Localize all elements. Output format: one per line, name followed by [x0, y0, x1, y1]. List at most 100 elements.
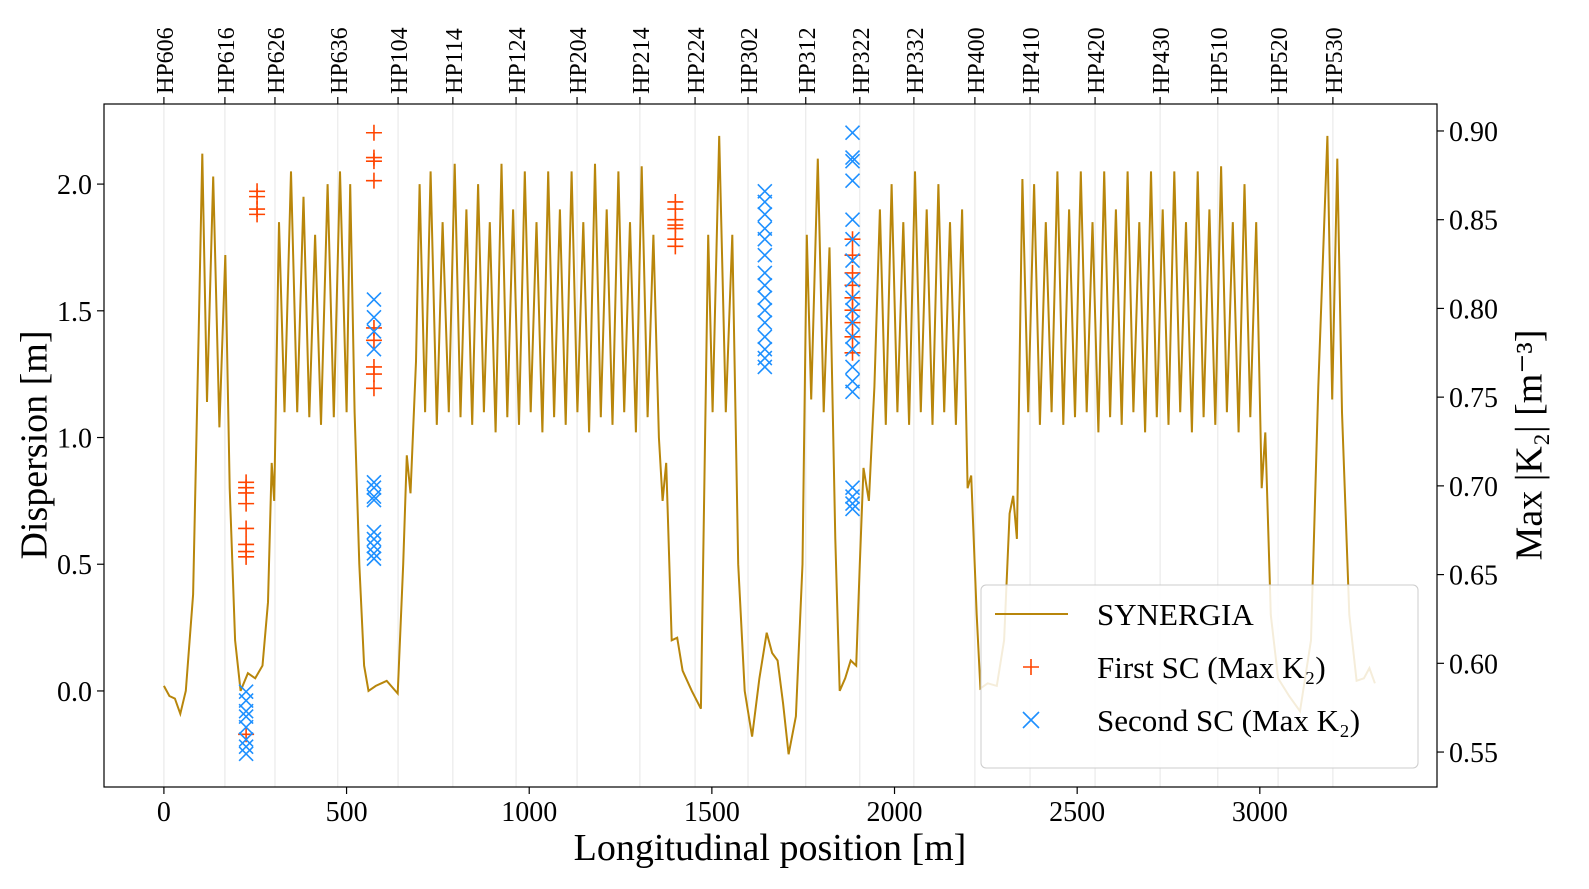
- data-point: [667, 238, 684, 255]
- y2-tick-label: 0.70: [1449, 472, 1498, 503]
- data-point: [238, 719, 254, 735]
- data-point: [844, 153, 861, 169]
- data-point: [366, 488, 382, 505]
- data-point: [757, 302, 773, 318]
- data-point: [238, 693, 254, 709]
- x2-tick-label: HP626: [264, 27, 290, 94]
- x-tick-label: 1500: [684, 797, 740, 828]
- legend-label: Second SC (Max K₂): [1097, 703, 1360, 738]
- y2-tick-label: 0.75: [1449, 383, 1498, 414]
- x2-tick-label: HP104: [387, 27, 413, 94]
- data-point: [366, 531, 382, 547]
- data-point: [844, 359, 861, 375]
- data-point: [366, 524, 382, 540]
- data-point: [844, 373, 861, 389]
- data-point: [844, 384, 861, 400]
- legend-swatch: [1022, 711, 1040, 729]
- x-tick-label: 3000: [1232, 797, 1288, 828]
- data-point: [366, 492, 382, 508]
- data-point: [238, 520, 255, 537]
- data-point: [249, 206, 266, 223]
- y-tick-label: 1.0: [57, 424, 92, 455]
- x2-tick-label: HP616: [214, 27, 240, 94]
- data-point: [365, 153, 382, 170]
- x2-tick-label: HP636: [327, 27, 353, 94]
- x2-tick-label: HP520: [1267, 27, 1293, 94]
- y2-tick-label: 0.80: [1449, 294, 1498, 325]
- data-point: [757, 194, 773, 210]
- x2-tick-label: HP114: [442, 28, 468, 94]
- x2-tick-label: HP400: [964, 27, 990, 94]
- data-point: [844, 341, 861, 357]
- data-point: [844, 344, 861, 361]
- y2-tick-label: 0.60: [1449, 649, 1498, 680]
- x-axis-label: Longitudinal position [m]: [574, 827, 967, 869]
- plot-area: [163, 124, 1376, 762]
- data-point: [238, 703, 254, 719]
- y2-axis-label: Max |K₂| [m⁻³]: [1509, 330, 1551, 561]
- data-point: [844, 150, 861, 166]
- data-point: [844, 231, 861, 247]
- data-point: [365, 124, 382, 141]
- data-point: [844, 173, 861, 189]
- legend-swatch: [1023, 659, 1039, 675]
- legend: SYNERGIA First SC (Max K₂) Second SC (Max …: [980, 584, 1419, 769]
- data-point: [757, 277, 773, 293]
- x2-tick-label: HP332: [903, 27, 929, 94]
- x2-tick-label: HP430: [1149, 27, 1175, 94]
- data-point: [844, 501, 861, 517]
- y-axis-label: Dispersion [m]: [14, 330, 56, 559]
- x-tick-label: 500: [326, 797, 368, 828]
- data-point: [238, 739, 254, 755]
- data-point: [238, 746, 254, 762]
- data-point: [844, 290, 861, 306]
- data-point: [757, 329, 773, 345]
- data-point: [757, 315, 773, 331]
- x2-tick-label: HP606: [153, 27, 179, 94]
- x2-tick-label: HP322: [849, 27, 875, 94]
- y2-tick-label: 0.65: [1449, 561, 1498, 592]
- data-point: [365, 380, 382, 397]
- data-point: [238, 548, 255, 565]
- y-tick-label: 0.5: [57, 550, 92, 581]
- x2-tick-label: HP312: [795, 27, 821, 94]
- x-tick-label: 2500: [1049, 797, 1105, 828]
- y-tick-label: 0.0: [57, 677, 92, 708]
- legend-box: [980, 584, 1419, 769]
- data-point: [844, 315, 861, 331]
- data-point: [844, 496, 861, 512]
- x2-tick-label: HP302: [737, 27, 763, 94]
- data-point: [366, 551, 382, 567]
- data-point: [365, 332, 382, 349]
- data-point: [757, 247, 773, 263]
- data-point: [366, 538, 382, 554]
- data-point: [366, 474, 382, 490]
- x-tick-label: 2000: [867, 797, 923, 828]
- data-point: [757, 183, 773, 199]
- data-point: [844, 488, 861, 505]
- data-point: [238, 732, 254, 748]
- x-tick-label: 0: [157, 797, 171, 828]
- x2-tick-label: HP214: [629, 27, 655, 94]
- data-point: [238, 495, 255, 512]
- data-point: [844, 329, 861, 345]
- data-point: [757, 221, 773, 237]
- x2-tick-label: HP530: [1322, 27, 1348, 94]
- data-point: [366, 545, 382, 561]
- x2-tick-label: HP124: [505, 27, 531, 94]
- y2-tick-label: 0.55: [1449, 738, 1498, 769]
- data-point: [757, 290, 773, 306]
- x2-tick-label: HP204: [566, 27, 592, 94]
- x-tick-label: 1000: [501, 797, 557, 828]
- data-point: [757, 206, 773, 222]
- x2-tick-label: HP420: [1084, 27, 1110, 94]
- data-point: [238, 708, 254, 725]
- y-tick-label: 2.0: [57, 170, 92, 201]
- y-tick-label: 1.5: [57, 297, 92, 328]
- x2-tick-label: HP410: [1019, 27, 1045, 94]
- data-point: [366, 323, 382, 340]
- legend-label: SYNERGIA: [1097, 597, 1254, 632]
- data-point: [844, 302, 861, 318]
- data-point: [366, 291, 382, 308]
